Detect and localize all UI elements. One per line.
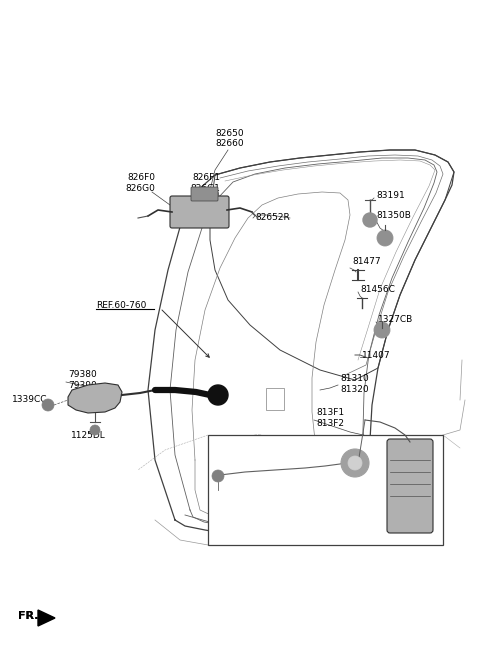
Circle shape [348, 456, 362, 470]
Text: 826F1
826G1: 826F1 826G1 [190, 173, 220, 193]
Text: 81473E
81483A: 81473E 81483A [218, 482, 253, 502]
Text: 81310
81320: 81310 81320 [340, 374, 369, 394]
Text: 82650
82660: 82650 82660 [216, 129, 244, 148]
Bar [266, 388, 284, 410]
Polygon shape [68, 383, 122, 413]
Text: 81350B: 81350B [376, 212, 411, 221]
FancyBboxPatch shape [387, 439, 433, 533]
Circle shape [374, 322, 390, 338]
Text: 81456C: 81456C [360, 286, 395, 294]
Text: REF.60-760: REF.60-760 [96, 300, 146, 309]
Bar [208, 435, 443, 545]
Text: FR.: FR. [18, 611, 38, 621]
Circle shape [42, 399, 54, 411]
FancyBboxPatch shape [170, 196, 229, 228]
Circle shape [208, 385, 228, 405]
Circle shape [212, 470, 224, 482]
Text: 813D1
813D2: 813D1 813D2 [290, 463, 320, 482]
Circle shape [363, 213, 377, 227]
Text: 1339CC: 1339CC [12, 396, 48, 405]
Text: 1327CB: 1327CB [378, 315, 413, 325]
Text: 82652R: 82652R [255, 214, 290, 223]
Text: FR.: FR. [18, 611, 38, 621]
Circle shape [377, 230, 393, 246]
FancyBboxPatch shape [191, 187, 218, 201]
Text: 11407: 11407 [362, 351, 391, 361]
Text: 1125DL: 1125DL [71, 430, 106, 440]
Text: 813F1
813F2: 813F1 813F2 [316, 408, 344, 428]
Circle shape [90, 425, 100, 435]
Text: 79380
79390: 79380 79390 [68, 371, 97, 390]
Text: 83191: 83191 [376, 191, 405, 200]
Circle shape [341, 449, 369, 477]
Text: 81477: 81477 [352, 258, 381, 267]
Polygon shape [38, 610, 55, 626]
Text: 826F0
826G0: 826F0 826G0 [125, 173, 155, 193]
